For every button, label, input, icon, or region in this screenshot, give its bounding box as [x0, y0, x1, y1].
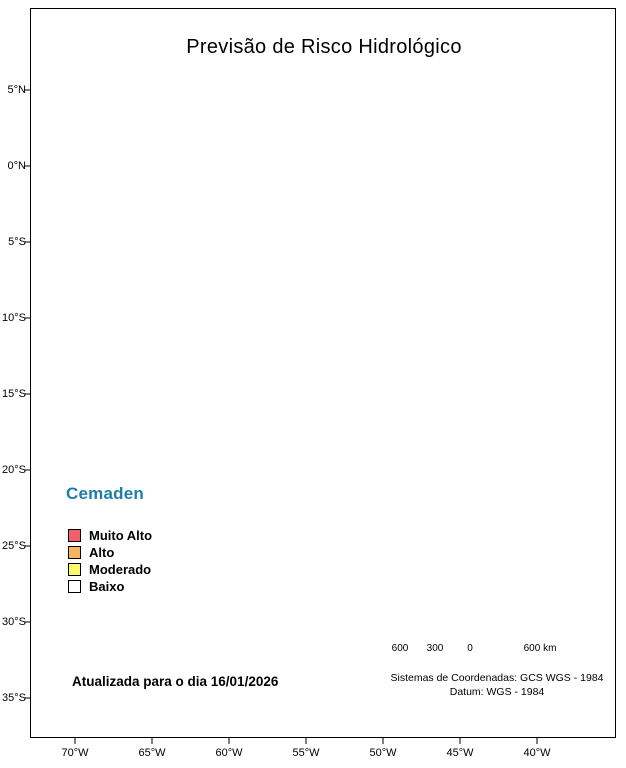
- risk-legend: Muito Alto Alto Moderado Baixo: [68, 527, 152, 595]
- legend-swatch-muito-alto: [68, 529, 81, 542]
- lat-label-30s: 30°S: [2, 616, 26, 628]
- lon-label-55w: 55°W: [292, 747, 320, 759]
- lon-label-50w: 50°W: [369, 747, 397, 759]
- legend-item-muito-alto: Muito Alto: [68, 527, 152, 544]
- lat-label-35s: 35°S: [2, 692, 26, 704]
- scale-label-600-left: 600: [391, 643, 409, 654]
- lon-label-70w: 70°W: [61, 747, 89, 759]
- lat-label-10s: 10°S: [2, 312, 26, 324]
- legend-swatch-baixo: [68, 580, 81, 593]
- scale-label-0: 0: [467, 643, 473, 654]
- lon-label-40w: 40°W: [523, 747, 551, 759]
- update-note: Atualizada para o dia 16/01/2026: [72, 674, 279, 689]
- lat-label-15s: 15°S: [2, 388, 26, 400]
- lat-label-0: 0°N: [7, 160, 26, 172]
- axis-ticks: [24, 89, 538, 744]
- legend-item-alto: Alto: [68, 544, 152, 561]
- legend-swatch-alto: [68, 546, 81, 559]
- lon-label-60w: 60°W: [215, 747, 243, 759]
- lat-label-5s: 5°S: [8, 236, 26, 248]
- legend-item-baixo: Baixo: [68, 578, 152, 595]
- page-title: Previsão de Risco Hidrológico: [186, 36, 462, 58]
- lat-label-5n: 5°N: [7, 84, 26, 96]
- scale-label-300: 300: [426, 643, 444, 654]
- scale-label-600-km: 600 km: [523, 643, 557, 654]
- map-frame: [30, 8, 616, 738]
- coordinate-system-text: Sistemas de Coordenadas: GCS WGS - 1984: [390, 672, 604, 684]
- legend-label-moderado: Moderado: [89, 562, 152, 577]
- legend-label-muito-alto: Muito Alto: [89, 528, 153, 543]
- legend-label-alto: Alto: [89, 545, 115, 560]
- lat-label-25s: 25°S: [2, 540, 26, 552]
- legend-item-moderado: Moderado: [68, 561, 152, 578]
- cemaden-wordmark: Cemaden: [66, 484, 144, 503]
- legend-label-baixo: Baixo: [89, 579, 125, 594]
- datum-text: Datum: WGS - 1984: [449, 686, 545, 698]
- lon-label-65w: 65°W: [138, 747, 166, 759]
- lon-label-45w: 45°W: [446, 747, 474, 759]
- legend-swatch-moderado: [68, 563, 81, 576]
- lat-label-20s: 20°S: [2, 464, 26, 476]
